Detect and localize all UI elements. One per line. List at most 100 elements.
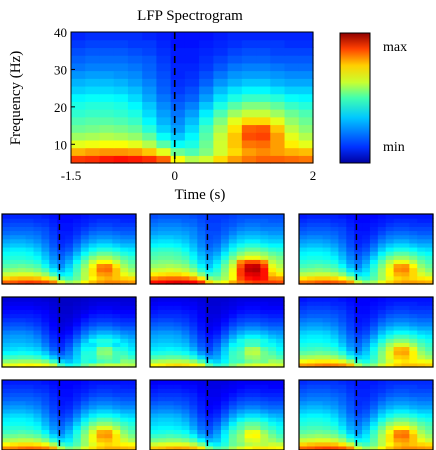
subpanel-cell	[65, 329, 74, 335]
subpanel-cell	[330, 297, 340, 302]
subpanel-cell	[104, 329, 113, 335]
subpanel-cell	[362, 334, 371, 339]
subpanel-cell	[417, 429, 426, 435]
spectrogram-cell	[270, 101, 286, 110]
subpanel-cell	[401, 400, 410, 406]
subpanel-cell	[236, 267, 246, 273]
subpanel-cell	[322, 392, 332, 398]
subpanel-cell	[80, 271, 90, 277]
subpanel-cell	[128, 251, 137, 256]
subpanel-cell	[314, 297, 324, 302]
subpanel-cell	[393, 404, 403, 410]
subpanel-cell	[189, 354, 198, 360]
subpanel-cell	[150, 301, 159, 306]
subpanel-cell	[57, 421, 66, 426]
subpanel-cell	[252, 417, 261, 422]
subpanel-cell	[17, 404, 27, 410]
subpanel-cell	[150, 425, 159, 431]
subpanel-cell	[2, 354, 11, 360]
subpanel-cell	[165, 362, 175, 368]
subpanel-cell	[96, 388, 106, 393]
main-plot-frame	[70, 31, 314, 164]
subpanel-cell	[377, 433, 387, 439]
subpanel-cell	[252, 230, 261, 236]
subpanel-cell	[306, 388, 316, 393]
subpanel-cell	[306, 334, 316, 339]
subpanel-cell	[346, 396, 355, 402]
subpanel-cell	[197, 362, 206, 368]
subpanel-cell	[96, 263, 106, 269]
subpanel-cell	[213, 230, 222, 236]
subpanel-cell	[88, 242, 98, 248]
subpanel-cell	[213, 321, 222, 327]
subpanel-cell	[276, 354, 285, 360]
subpanel-cell	[25, 263, 35, 269]
subpanel-cell	[369, 246, 379, 252]
subpanel-cell	[268, 445, 277, 450]
subpanel-cell	[213, 279, 222, 285]
subpanel-cell	[197, 396, 206, 402]
subpanel-cell	[314, 417, 324, 422]
subpanel-cell	[120, 218, 129, 223]
subpanel-cell	[189, 242, 198, 248]
subpanel-cell	[9, 362, 19, 368]
subpanel-cell	[401, 309, 410, 315]
subpanel-cell	[189, 412, 198, 418]
subpanel-cell	[197, 222, 206, 227]
subpanel-cell	[49, 305, 58, 310]
subpanel-cell	[362, 218, 371, 223]
subpanel-cell	[205, 362, 214, 368]
subpanel-cell	[260, 400, 269, 406]
subpanel-cell	[385, 242, 395, 248]
subpanel-cell	[385, 214, 395, 219]
subpanel-cell	[173, 400, 183, 406]
subpanel-cell	[322, 246, 332, 252]
spectrogram-cell	[298, 93, 314, 102]
subpanel-cell	[213, 305, 222, 310]
spectrogram-cell	[113, 62, 129, 72]
subpanel-cell	[338, 437, 347, 443]
spectrogram-cell	[284, 39, 300, 49]
subpanel-cell	[362, 275, 371, 281]
subpanel-cell	[41, 230, 50, 236]
subpanel-cell	[299, 404, 308, 410]
subpanel-cell	[17, 279, 27, 285]
subpanel-cell	[72, 437, 82, 443]
subpanel-cell	[57, 230, 66, 236]
subpanel-cell	[189, 329, 198, 335]
subpanel-cell	[268, 412, 277, 418]
subpanel-cell	[213, 342, 222, 348]
spectrogram-cell	[99, 147, 115, 156]
subpanel-cell	[120, 255, 129, 260]
spectrogram-cell	[213, 109, 229, 118]
subpanel-cell	[260, 346, 269, 352]
subpanel-cell	[268, 400, 277, 406]
subpanel-cell	[197, 338, 206, 343]
subpanel-cell	[120, 297, 129, 302]
subpanel-cell	[96, 234, 106, 240]
subpanel-cell	[409, 321, 418, 327]
spectrogram-cell	[241, 139, 257, 149]
subpanel-cell	[244, 242, 254, 248]
subpanel-cell	[276, 255, 285, 260]
subpanel-cell	[314, 396, 324, 402]
subpanel-cell	[189, 358, 198, 364]
subpanel-cell	[165, 392, 175, 398]
subpanel-cell	[354, 334, 363, 339]
subpanel-cell	[41, 267, 50, 273]
subpanel-cell	[104, 271, 113, 277]
subpanel-cell	[276, 384, 285, 389]
subpanel-cell	[17, 271, 27, 277]
subpanel-cell	[104, 358, 113, 364]
subpanel-cell	[401, 433, 410, 439]
subpanel-cell	[181, 255, 191, 260]
subpanel-cell	[385, 396, 395, 402]
subpanel-cell	[260, 362, 269, 368]
subpanel-cell	[41, 317, 50, 323]
subpanel-cell	[88, 263, 98, 269]
subpanel-cell	[354, 271, 363, 277]
subpanel-cell	[393, 441, 403, 447]
subpanel-cell	[17, 297, 27, 302]
subpanel-cell	[104, 242, 113, 248]
subpanel-cell	[330, 408, 340, 414]
